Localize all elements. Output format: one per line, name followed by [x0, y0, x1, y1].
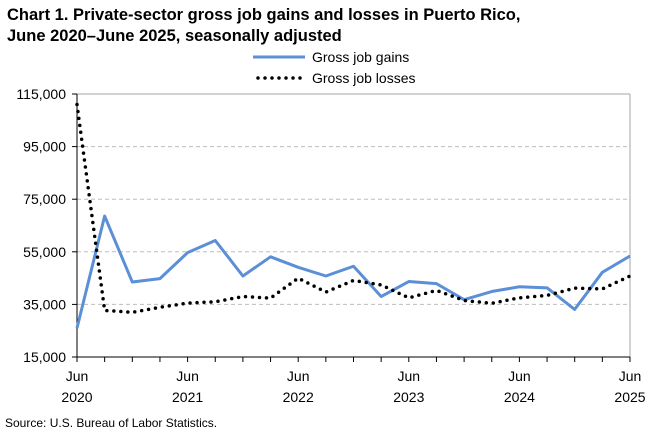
x-tick-label-month: Jun: [508, 368, 531, 384]
chart-title: Chart 1. Private-sector gross job gains …: [7, 5, 520, 47]
legend-label: Gross job gains: [312, 49, 409, 65]
y-tick-label: 35,000: [23, 296, 66, 312]
series-line-gross-job-gains: [75, 214, 631, 329]
x-tick-label-year: 2023: [393, 389, 424, 405]
x-tick-label-year: 2021: [172, 389, 203, 405]
x-tick-label-year: 2022: [283, 389, 314, 405]
series-line-gross-job-losses: [75, 102, 632, 315]
y-tick-label: 15,000: [23, 349, 66, 365]
x-tick-label-month: Jun: [287, 368, 310, 384]
x-tick-label-year: 2020: [61, 389, 92, 405]
x-tick-label-month: Jun: [619, 368, 642, 384]
chart-title-line-1: Chart 1. Private-sector gross job gains …: [7, 6, 521, 24]
x-tick-label-month: Jun: [398, 368, 421, 384]
x-tick-label-year: 2024: [504, 389, 535, 405]
x-tick-label-month: Jun: [176, 368, 199, 384]
y-tick-label: 115,000: [16, 86, 66, 102]
chart-title-line-2: June 2020–June 2025, seasonally adjusted: [7, 27, 342, 45]
y-tick-label: 75,000: [23, 191, 66, 207]
source-note: Source: U.S. Bureau of Labor Statistics.: [5, 416, 218, 430]
x-tick-label-month: Jun: [66, 368, 89, 384]
y-tick-label: 95,000: [23, 139, 66, 155]
y-tick-label: 55,000: [23, 244, 66, 260]
legend-label: Gross job losses: [312, 70, 415, 86]
x-tick-label-year: 2025: [614, 389, 645, 405]
